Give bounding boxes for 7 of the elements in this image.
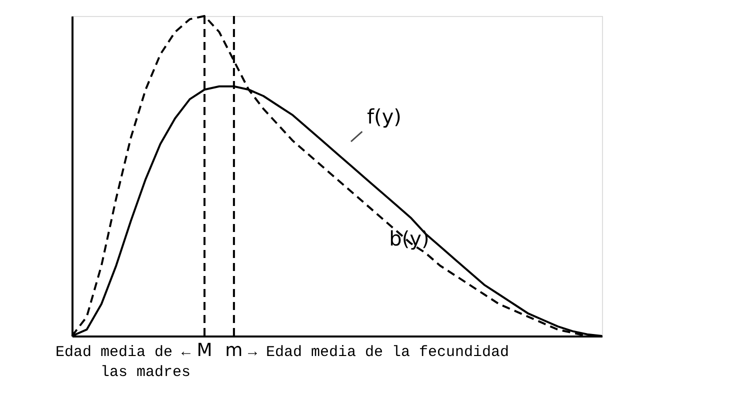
- series-label: b(y): [389, 226, 430, 251]
- text: Edad media de ←: [55, 344, 190, 361]
- x-tick-label: M: [196, 340, 212, 361]
- series-label: f(y): [367, 104, 402, 129]
- text: → Edad media de la fecundidad: [248, 344, 509, 361]
- x-tick-label: m: [225, 340, 243, 361]
- text: las madres: [100, 364, 190, 381]
